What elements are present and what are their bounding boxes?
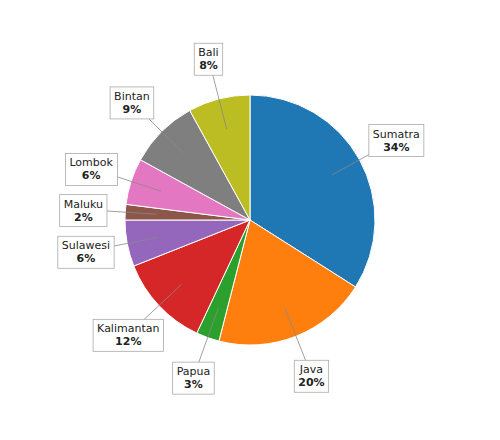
- label-category: Java: [299, 363, 323, 376]
- label-box: [369, 125, 424, 157]
- pie-root: Sumatra34% Java20% Papua3% Kalimantan12% Sul…: [58, 43, 424, 394]
- label-box: [60, 195, 107, 227]
- label-category: Lombok: [69, 156, 113, 169]
- label-category: Sumatra: [373, 128, 420, 141]
- label-text: Lombok6%: [69, 156, 113, 182]
- label-value: 34%: [383, 141, 409, 154]
- label-box: [65, 153, 117, 185]
- label-value: 8%: [199, 59, 218, 72]
- label-value: 20%: [298, 376, 324, 389]
- data-label: Papua3%: [173, 362, 215, 394]
- label-category: Papua: [177, 365, 211, 378]
- slices: [125, 95, 375, 345]
- label-value: 9%: [123, 103, 142, 116]
- label-value: 6%: [77, 252, 96, 265]
- label-text: Papua3%: [177, 365, 211, 391]
- leader-lines: [83, 58, 396, 377]
- label-category: Bintan: [114, 90, 150, 103]
- label-text: Maluku2%: [64, 198, 103, 224]
- data-label: Kalimantan12%: [93, 319, 163, 351]
- label-category: Kalimantan: [97, 322, 159, 335]
- label-category: Bali: [198, 46, 218, 59]
- label-category: Maluku: [64, 198, 103, 211]
- data-label: Lombok6%: [65, 153, 117, 185]
- label-text: Bintan9%: [114, 90, 150, 116]
- label-box: [294, 360, 328, 392]
- label-value: 12%: [115, 335, 141, 348]
- chart-container: Sumatra34% Java20% Papua3% Kalimantan12% Sul…: [0, 0, 500, 440]
- data-label: Java20%: [294, 360, 328, 392]
- label-text: Java20%: [298, 363, 324, 389]
- label-value: 3%: [184, 378, 203, 391]
- label-text: Sumatra34%: [373, 128, 420, 154]
- label-box: [93, 319, 163, 351]
- label-box: [194, 43, 222, 75]
- data-label: Bali8%: [194, 43, 222, 75]
- data-label: Bintan9%: [110, 87, 154, 119]
- label-value: 2%: [74, 211, 93, 224]
- label-box: [58, 236, 114, 268]
- label-text: Kalimantan12%: [97, 322, 159, 348]
- label-value: 6%: [82, 169, 101, 182]
- pie-slice: [190, 95, 250, 220]
- data-label: Maluku2%: [60, 195, 107, 227]
- label-box: [173, 362, 215, 394]
- label-text: Sulawesi6%: [62, 239, 110, 265]
- label-category: Sulawesi: [62, 239, 110, 252]
- data-labels: Sumatra34% Java20% Papua3% Kalimantan12% Sul…: [58, 43, 424, 394]
- data-label: Sulawesi6%: [58, 236, 114, 268]
- pie-slice: [125, 220, 250, 266]
- chart-svg: Sumatra34% Java20% Papua3% Kalimantan12% Sul…: [0, 0, 500, 440]
- label-box: [110, 87, 154, 119]
- data-label: Sumatra34%: [369, 125, 424, 157]
- label-text: Bali8%: [198, 46, 218, 72]
